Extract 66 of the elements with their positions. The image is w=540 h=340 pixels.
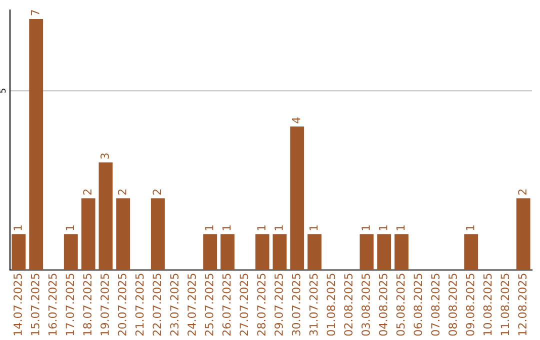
x-tick-label: 25.07.2025: [204, 274, 214, 336]
bar: [98, 162, 113, 270]
x-tick-label: 24.07.2025: [188, 274, 196, 336]
data-label: 2: [152, 190, 161, 195]
data-label: 1: [274, 225, 283, 230]
data-label: 1: [205, 225, 214, 230]
x-tick-label: 28.07.2025: [257, 274, 266, 336]
x-tick-label: 01.08.2025: [326, 274, 336, 336]
x-tick-label: 12.08.2025: [518, 274, 527, 336]
data-label: 1: [379, 225, 388, 230]
data-label: 1: [222, 225, 231, 230]
bar: [81, 198, 96, 270]
data-label: 2: [83, 190, 92, 195]
x-tick-label: 30.07.2025: [292, 274, 300, 336]
data-label: 3: [100, 153, 109, 159]
x-tick-label: 04.08.2025: [378, 274, 388, 336]
data-label: 1: [362, 225, 370, 230]
x-tick-label: 20.07.2025: [118, 274, 126, 336]
x-tick-label: 09.08.2025: [466, 274, 474, 336]
bar: [203, 234, 218, 270]
x-tick-label: 26.07.2025: [222, 274, 231, 336]
bar: [29, 18, 44, 270]
bar: [290, 126, 304, 270]
data-label: 2: [118, 190, 126, 195]
x-tick-label: 21.07.2025: [135, 274, 144, 336]
data-label: 2: [518, 190, 526, 195]
x-tick-label: 31.07.2025: [309, 274, 318, 336]
bar: [12, 234, 26, 270]
x-tick-label: 23.07.2025: [170, 274, 179, 336]
x-tick-label: 27.07.2025: [240, 274, 248, 336]
x-tick-label: 14.07.2025: [14, 274, 22, 336]
bar: [150, 198, 165, 270]
bar: [464, 234, 478, 270]
data-label: 1: [66, 225, 74, 230]
data-label: 1: [14, 225, 22, 230]
bar: [272, 234, 287, 270]
data-label: 1: [257, 225, 266, 230]
x-tick-label: 06.08.2025: [414, 274, 422, 336]
x-tick-label: 05.08.2025: [396, 274, 405, 336]
x-tick-label: 10.08.2025: [483, 274, 492, 336]
x-tick-label: 08.08.2025: [448, 274, 457, 336]
data-label: 1: [466, 225, 474, 230]
bar: [394, 234, 408, 270]
x-tick-label: 15.07.2025: [30, 274, 40, 336]
x-tick-label: 29.07.2025: [274, 274, 283, 336]
x-tick-label: 17.07.2025: [66, 274, 74, 336]
bar: [308, 234, 322, 270]
data-label: 4: [292, 117, 300, 124]
x-tick-label: 19.07.2025: [100, 274, 109, 336]
bar: [516, 198, 530, 270]
x-tick-label: 22.07.2025: [152, 274, 162, 336]
x-tick-label: 02.08.2025: [344, 274, 353, 336]
data-label: 1: [309, 225, 318, 230]
x-tick-label: 07.08.2025: [431, 274, 440, 336]
data-label: 7: [31, 10, 40, 16]
bar: [220, 234, 234, 270]
x-tick-label: 11.08.2025: [500, 274, 510, 336]
bar: [255, 234, 270, 270]
x-tick-label: 03.08.2025: [362, 274, 370, 336]
x-tick-label: 16.07.2025: [48, 274, 57, 336]
bar: [377, 234, 392, 270]
data-label: 1: [396, 225, 405, 230]
x-tick-label: 18.07.2025: [83, 274, 92, 336]
bar: [64, 234, 78, 270]
bar: [360, 234, 374, 270]
bar: [116, 198, 130, 270]
